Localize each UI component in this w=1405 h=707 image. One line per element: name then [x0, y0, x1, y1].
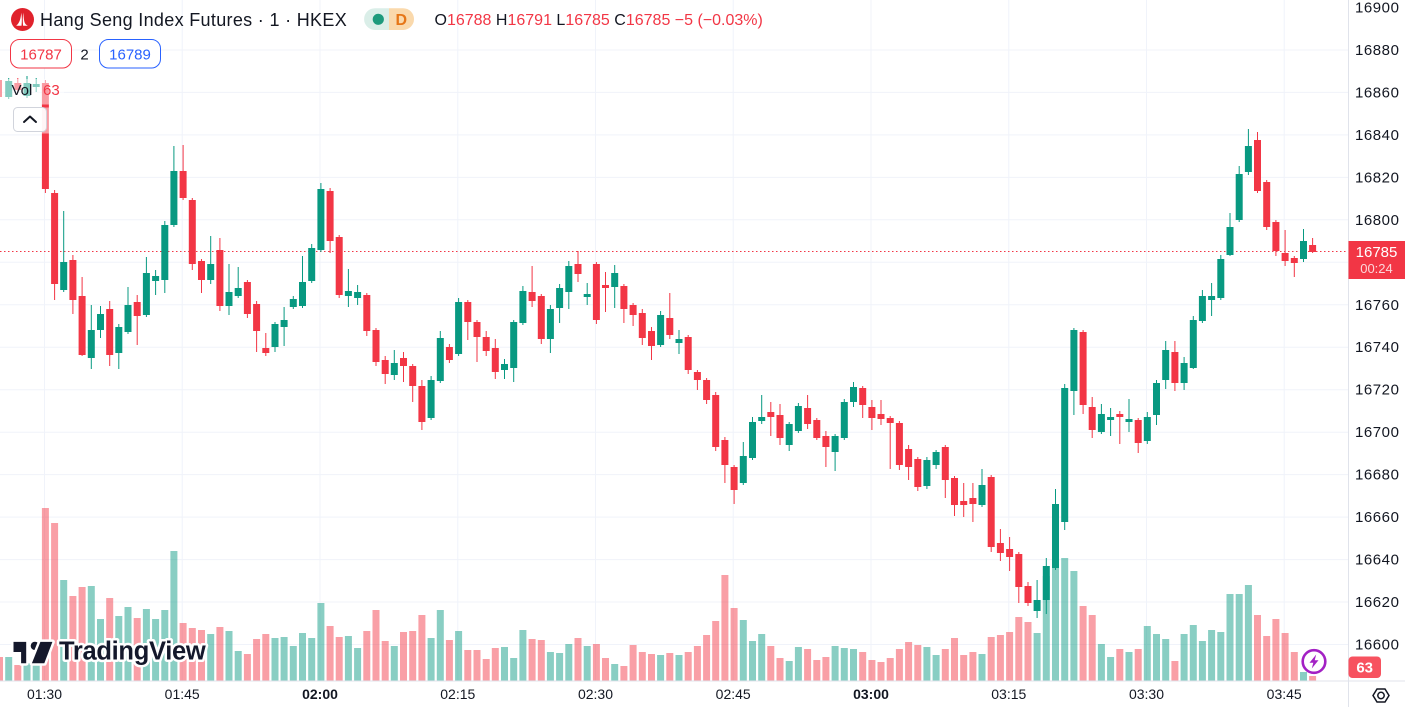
svg-text:16760: 16760	[1355, 297, 1399, 314]
svg-text:2: 2	[80, 47, 88, 64]
svg-text:03:45: 03:45	[1267, 686, 1302, 702]
svg-text:16700: 16700	[1355, 424, 1399, 441]
svg-text:16820: 16820	[1355, 169, 1399, 186]
svg-text:16840: 16840	[1355, 127, 1399, 144]
svg-text:D: D	[396, 12, 408, 29]
svg-text:16720: 16720	[1355, 382, 1399, 399]
svg-text:TradingView: TradingView	[59, 638, 206, 666]
svg-text:02:45: 02:45	[716, 686, 751, 702]
svg-text:03:00: 03:00	[853, 686, 889, 702]
svg-text:16600: 16600	[1355, 637, 1399, 654]
svg-text:16640: 16640	[1355, 552, 1399, 569]
svg-text:Hang Seng Index Futures · 1 ·: Hang Seng Index Futures · 1 · HKEX	[40, 10, 347, 30]
svg-text:03:15: 03:15	[991, 686, 1026, 702]
svg-text:Vol: Vol	[12, 82, 33, 99]
svg-text:00:24: 00:24	[1360, 261, 1393, 276]
svg-text:16880: 16880	[1355, 42, 1399, 59]
svg-text:16740: 16740	[1355, 339, 1399, 356]
svg-text:16900: 16900	[1355, 0, 1399, 17]
svg-text:O16788 H16791 L16785 C16785 −5: O16788 H16791 L16785 C16785 −5 (−0.03%)	[435, 12, 763, 29]
svg-text:16620: 16620	[1355, 594, 1399, 611]
svg-text:02:30: 02:30	[578, 686, 613, 702]
svg-text:16800: 16800	[1355, 212, 1399, 229]
svg-text:16660: 16660	[1355, 509, 1399, 526]
svg-text:16789: 16789	[109, 47, 151, 64]
svg-text:16785: 16785	[1356, 244, 1398, 261]
svg-text:02:15: 02:15	[440, 686, 475, 702]
svg-text:01:45: 01:45	[165, 686, 200, 702]
svg-text:16860: 16860	[1355, 84, 1399, 101]
svg-text:63: 63	[43, 82, 60, 99]
svg-text:01:30: 01:30	[27, 686, 62, 702]
svg-text:16787: 16787	[20, 47, 62, 64]
svg-text:63: 63	[1356, 660, 1373, 677]
svg-text:02:00: 02:00	[302, 686, 338, 702]
svg-text:03:30: 03:30	[1129, 686, 1164, 702]
svg-text:16680: 16680	[1355, 467, 1399, 484]
